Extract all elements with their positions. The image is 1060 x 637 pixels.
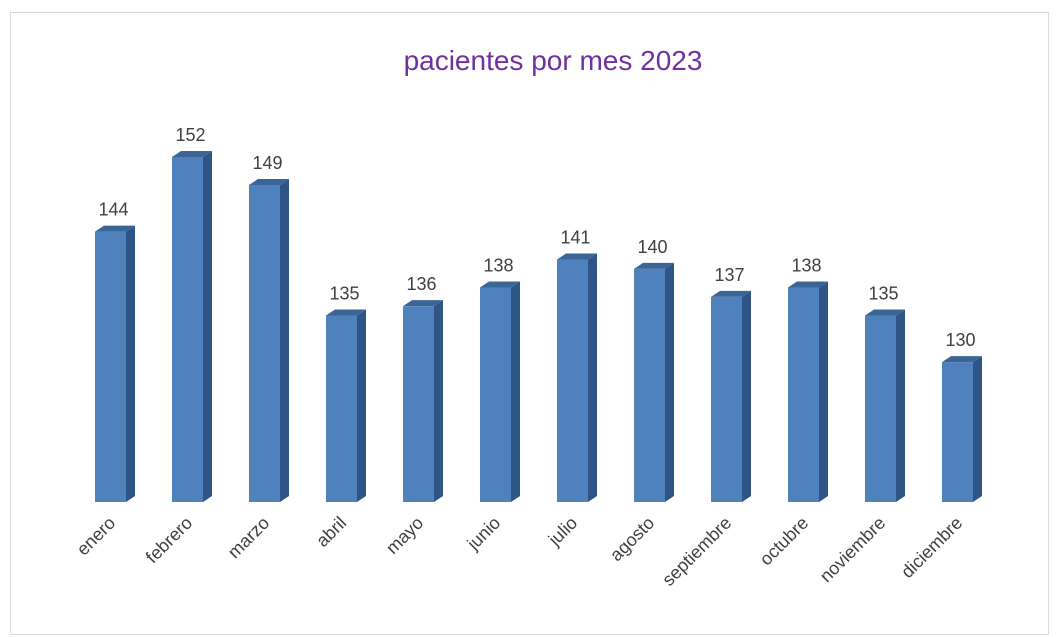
bar-top	[172, 150, 212, 157]
value-label: 138	[483, 256, 513, 276]
bar	[865, 315, 896, 502]
value-label: 138	[791, 256, 821, 276]
bar	[557, 259, 588, 502]
value-label: 130	[945, 330, 975, 350]
bar-top	[326, 309, 366, 316]
bar-top	[711, 290, 751, 297]
bar-side	[203, 150, 212, 502]
bar-top	[865, 309, 905, 316]
bar-side	[742, 290, 751, 502]
bar-side	[126, 225, 135, 502]
bar	[326, 315, 357, 502]
bar-top	[788, 281, 828, 288]
bar-side	[434, 300, 443, 502]
bar-top	[942, 356, 982, 363]
bar	[711, 296, 742, 502]
bar	[634, 268, 665, 502]
bar	[95, 231, 126, 502]
value-label: 152	[175, 125, 205, 145]
bar-top	[249, 178, 289, 185]
bar-side	[511, 281, 520, 502]
bar	[172, 156, 203, 502]
bar-side	[896, 309, 905, 502]
value-label: 140	[637, 237, 667, 257]
bar-top	[634, 262, 674, 269]
value-label: 144	[98, 200, 128, 220]
bar	[942, 362, 973, 502]
bar	[788, 287, 819, 502]
bar-top	[95, 225, 135, 232]
bar-side	[588, 253, 597, 502]
bar-side	[357, 309, 366, 502]
bar-side	[280, 178, 289, 502]
bar-top	[557, 253, 597, 260]
bar	[480, 287, 511, 502]
bar-side	[973, 356, 982, 502]
value-label: 135	[329, 284, 359, 304]
value-label: 141	[560, 228, 590, 248]
value-label: 149	[252, 153, 282, 173]
value-label: 136	[406, 274, 436, 294]
bar	[249, 184, 280, 502]
bar-side	[819, 281, 828, 502]
value-label: 135	[868, 284, 898, 304]
chart-title: pacientes por mes 2023	[404, 45, 703, 76]
bar	[403, 306, 434, 502]
bar-top	[403, 300, 443, 307]
bar-side	[665, 262, 674, 502]
value-label: 137	[714, 265, 744, 285]
bar-top	[480, 281, 520, 288]
